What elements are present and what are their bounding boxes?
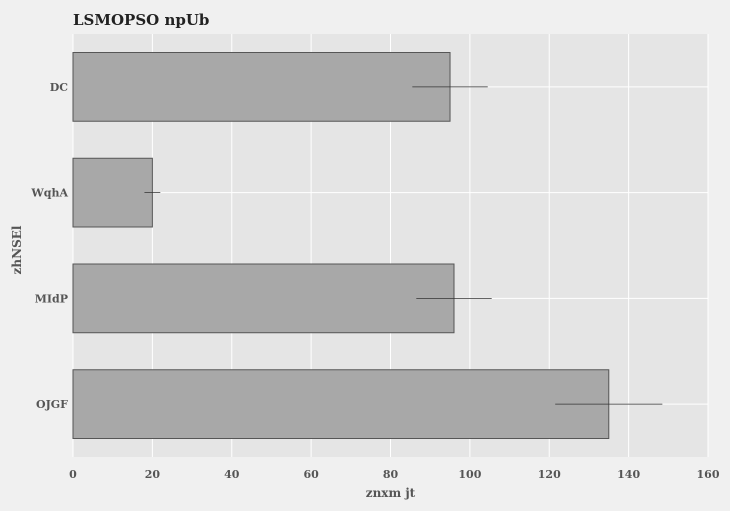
y-axis-ticks: DC WqhA MIdP OJGF xyxy=(30,81,68,411)
y-tick-label: DC xyxy=(50,81,69,94)
y-tick-label: WqhA xyxy=(30,187,68,200)
error-bars xyxy=(144,86,663,405)
bar-DC xyxy=(72,52,451,122)
x-tick-label: 20 xyxy=(145,468,161,481)
bar-OJGF xyxy=(72,369,610,439)
x-tick-label: 40 xyxy=(224,468,240,481)
x-axis-ticks: 0 20 40 60 80 100 120 140 160 xyxy=(69,468,720,481)
x-tick-label: 120 xyxy=(538,468,561,481)
y-tick-label: OJGF xyxy=(36,398,68,411)
x-axis-label: znxm jt xyxy=(366,486,416,500)
bars xyxy=(72,52,610,439)
chart-title: LSMOPSO npUb xyxy=(73,11,209,29)
x-tick-label: 160 xyxy=(697,468,720,481)
y-axis-label: zhNSEl xyxy=(10,225,24,274)
y-tick-label: MIdP xyxy=(35,292,68,305)
x-tick-label: 80 xyxy=(383,468,399,481)
x-tick-label: 60 xyxy=(303,468,319,481)
bar-WqhA xyxy=(72,157,153,228)
x-tick-label: 100 xyxy=(458,468,481,481)
bar-MIdP xyxy=(72,263,455,334)
x-tick-label: 140 xyxy=(617,468,640,481)
x-tick-label: 0 xyxy=(69,468,77,481)
